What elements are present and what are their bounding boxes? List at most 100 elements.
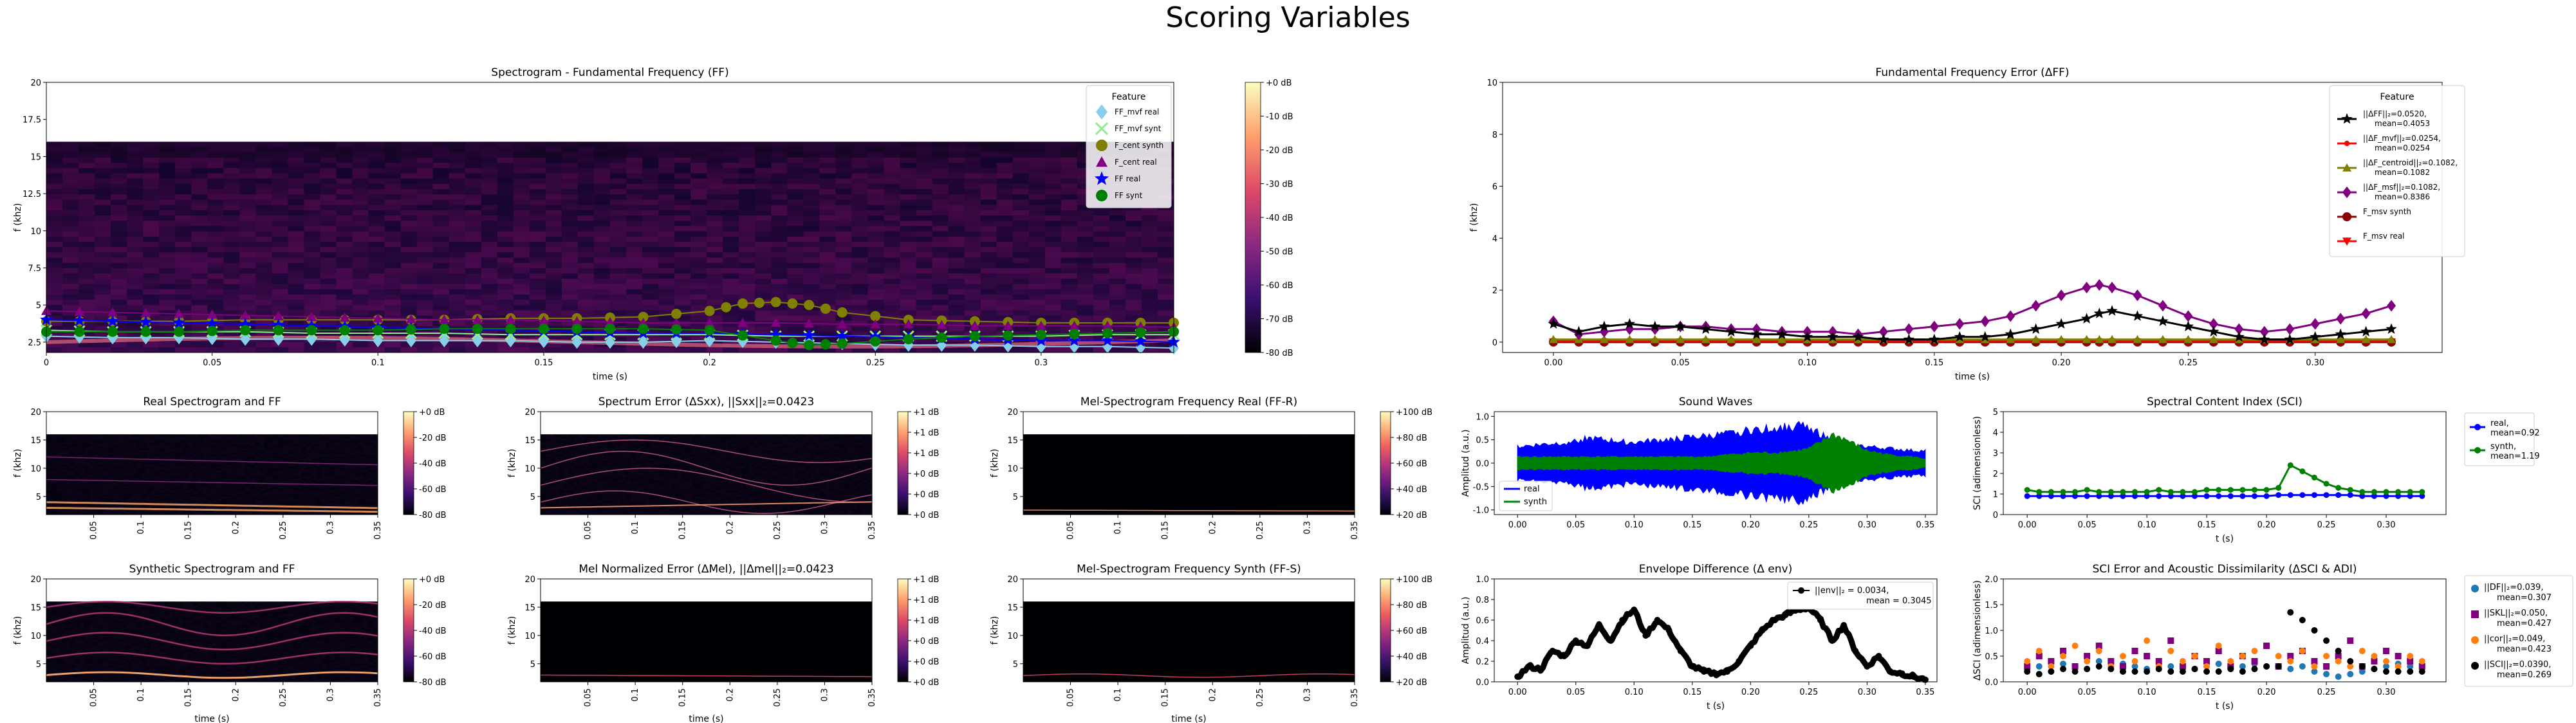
spectrogram-cell [111,294,127,300]
spectrogram-cell [207,474,212,477]
spectrogram-cell [771,289,788,295]
series-marker [2080,313,2093,324]
spectrogram-cell [84,460,89,463]
spectrogram-cell [432,142,450,147]
spectrogram-cell [867,262,884,269]
spectrogram-cell [198,442,203,445]
spectrogram-cell [93,470,99,473]
spectrogram-cell [304,178,320,185]
spectrogram-cell [1061,241,1078,248]
spectrogram-cell [127,512,132,515]
spectrogram-cell [223,300,240,306]
spectrogram-cell [884,247,901,253]
spectrogram-cell [1141,236,1158,243]
spectrogram-cell [188,450,194,453]
spectrogram-cell [352,257,369,264]
spectrogram-cell [159,331,176,337]
spectrogram-cell [221,499,227,501]
spectrogram-cell [803,326,820,332]
spectrogram-cell [368,241,385,248]
spectrogram-cell [513,289,530,295]
spectrogram-cell [117,490,123,493]
spectrogram-cell [545,183,562,190]
spectrogram-cell [1044,305,1062,311]
spectrogram-cell [79,315,95,322]
spectrogram-cell [1012,252,1030,259]
spectrogram-cell [164,468,170,471]
spectrogram-cell [46,194,63,200]
spectrogram-cell [288,226,304,232]
spectrogram-cell [46,257,63,264]
spectrogram-cell [60,442,66,445]
series-marker [2183,334,2193,343]
spectrogram-cell [577,310,595,316]
spectrogram-cell [169,499,175,501]
spectrogram-cell [658,336,675,343]
spectrogram-cell [400,241,418,248]
spectrogram-cell [160,472,165,475]
spectrogram-cell [610,231,627,237]
spectrogram-cell [143,226,160,232]
legend-label: ||ΔF_mvf||₂=0.0254, mean=0.0254 [2363,134,2441,152]
x-tick-label: 0.3 [1035,358,1048,368]
spectrogram-cell [593,210,611,216]
spectrogram-cell [497,305,514,311]
spectrogram-cell [122,480,127,483]
series-marker [2055,318,2067,329]
spectrogram-cell [212,462,218,465]
spectrogram-cell [1093,257,1110,264]
spectrogram-cell [98,482,104,485]
spectrogram-cell [255,252,272,259]
series-marker [1750,328,1763,340]
spectrogram-cell [304,294,320,300]
spectrogram-cell [739,310,755,316]
spectrogram-cell [642,247,659,253]
spectrogram-cell [787,294,804,300]
spectrogram-cell [239,310,256,316]
spectrogram-cell [336,231,353,237]
spectrogram-cell [89,454,95,457]
spectrogram-cell [46,466,51,469]
spectrogram-cell [255,189,272,195]
spectrogram-cell [577,342,595,348]
spectrogram-cell [160,454,165,457]
spectrogram-cell [964,284,981,290]
spectrogram-cell [674,178,691,185]
spectrogram-cell [529,320,546,327]
spectrogram-cell [320,205,337,211]
spectrogram-cell [449,152,466,158]
spectrogram-cell [288,326,304,332]
spectrogram-cell [75,480,80,483]
spectrogram-cell [98,440,104,443]
spectrogram-cell [46,236,63,243]
series-marker [405,324,416,335]
spectrogram-cell [193,488,198,491]
spectrogram-cell [127,504,132,508]
spectrogram-cell [368,252,385,259]
spectrogram-cell [964,152,981,158]
spectrogram-cell [223,305,240,311]
series-marker [1725,325,1737,337]
spectrogram-cell [113,472,118,475]
spectrogram-cell [51,468,57,471]
spectrogram-cell [117,512,123,515]
spectrogram-cell [368,163,385,169]
spectrogram-cell [175,294,192,300]
series-marker [903,334,914,345]
spectrogram-cell [497,294,514,300]
spectrogram-cell [642,215,659,221]
spectrogram-cell [159,236,176,243]
spectrogram-cell [723,168,739,174]
chart-title: Fundamental Frequency Error (ΔFF) [1875,66,2069,79]
spectrogram-cell [69,466,75,469]
spectrogram-cell [674,152,691,158]
spectrogram-cell [111,342,127,348]
spectrogram-cell [1061,326,1078,332]
spectrogram-cell [1077,320,1094,327]
series-marker [770,297,781,307]
spectrogram-cell [884,152,901,158]
spectrogram-cell [1028,226,1046,232]
spectrogram-cell [51,438,57,441]
spectrogram-cell [159,289,176,295]
spectrogram-cell [723,194,739,200]
